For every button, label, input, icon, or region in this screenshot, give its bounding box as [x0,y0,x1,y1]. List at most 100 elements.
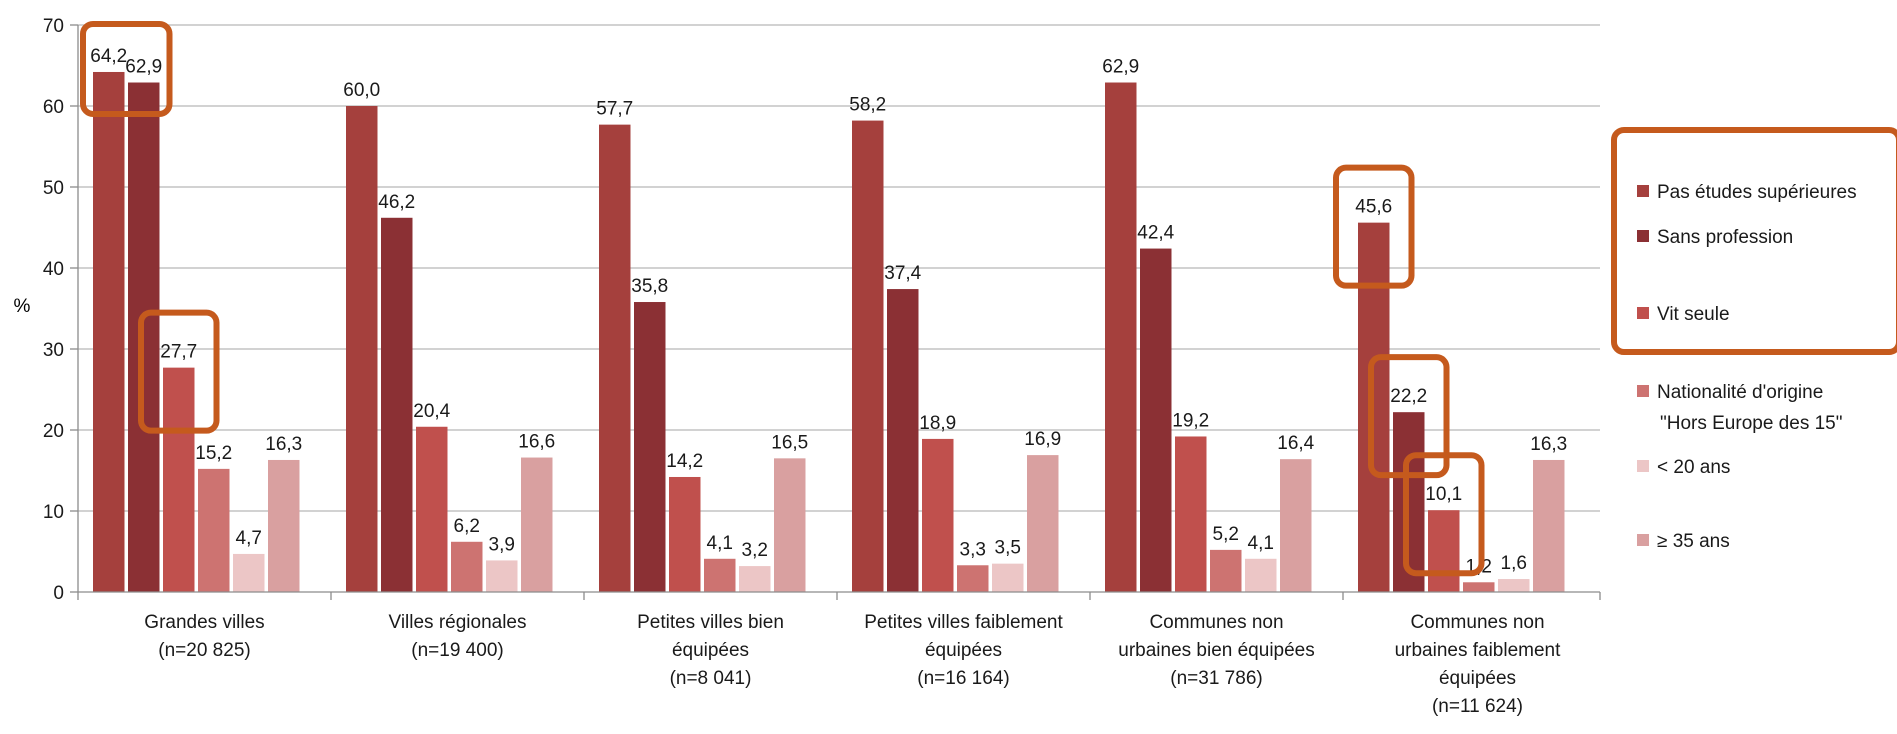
data-label: 35,8 [631,276,668,297]
bar [451,541,483,592]
data-label: 16,3 [1530,434,1567,455]
data-label: 15,2 [195,443,232,464]
data-label: 58,2 [849,95,886,116]
bar [957,565,989,592]
bar [599,124,631,592]
bar [992,563,1024,592]
bar [486,560,518,592]
bar [198,468,230,592]
data-label: 3,9 [489,534,515,555]
data-label: 3,2 [742,540,768,561]
data-label: 62,9 [125,57,162,78]
legend-item: ≥ 35 ans [1637,531,1730,552]
bar [416,426,448,592]
legend-item: Pas études supérieures [1637,182,1857,203]
legend-label: ≥ 35 ans [1657,531,1730,552]
data-label: 3,3 [960,539,986,560]
data-label: 46,2 [378,192,415,213]
bar [922,438,954,592]
data-label: 16,4 [1277,433,1314,454]
data-label: 19,2 [1172,410,1209,431]
legend-swatch [1637,534,1649,546]
data-label: 1,6 [1501,553,1527,574]
legend-swatch [1637,230,1649,242]
legend-label: Vit seule [1657,304,1730,325]
data-label: 16,3 [265,434,302,455]
y-tick-label: 40 [43,259,64,280]
data-label: 60,0 [343,80,380,101]
x-tick-label: Petites villes bien équipées (n=8 041) [637,612,784,689]
bar [1140,248,1172,592]
legend-swatch [1637,307,1649,319]
legend-item: Vit seule [1637,304,1730,325]
y-tick-label: 60 [43,97,64,118]
bar [1245,558,1277,592]
legend: Pas études supérieures Sans profession Vit… [1637,182,1857,552]
data-label: 62,9 [1102,57,1139,78]
data-label: 16,5 [771,432,808,453]
bar [1027,455,1059,592]
data-labels: 64,2 60,0 57,7 58,2 62,9 45,6 62,9 46,2 35,8 37,4… [90,46,1567,577]
bar [1463,582,1495,592]
y-tick-label: 10 [43,502,64,523]
bar [1428,510,1460,592]
data-label: 16,6 [518,432,555,453]
data-label: 4,1 [1248,533,1274,554]
bar [887,289,919,592]
y-tick-label: 50 [43,178,64,199]
legend-swatch [1637,185,1649,197]
legend-item: < 20 ans [1637,457,1730,478]
x-tick-label: Grandes villes (n=20 825) [144,612,264,661]
data-label: 27,7 [160,342,197,363]
y-axis-label: % [14,296,31,317]
data-label: 3,5 [995,538,1021,559]
bar [1498,579,1530,592]
legend-swatch [1637,460,1649,472]
bar [163,367,195,592]
x-axis: Grandes villes (n=20 825) Villes régionale… [77,591,1601,717]
bar [739,566,771,592]
highlight-boxes [80,20,1897,577]
legend-label: Pas études supérieures [1657,182,1857,203]
data-label: 20,4 [413,401,450,422]
bars [93,71,1565,593]
bar [1175,436,1207,592]
data-label: 18,9 [919,413,956,434]
bar [93,71,125,593]
highlight-box [1333,164,1415,289]
bar [1105,82,1137,592]
bar [233,553,265,592]
data-label: 5,2 [1213,524,1239,545]
y-tick-label: 30 [43,340,64,361]
y-tick-label: 20 [43,421,64,442]
highlight-box [1611,127,1897,355]
data-label: 6,2 [454,516,480,537]
legend-swatch [1637,385,1649,397]
highlight-box [80,20,173,117]
data-label: 4,1 [707,533,733,554]
bar [1210,549,1242,592]
bar [634,302,666,592]
legend-label: < 20 ans [1657,457,1730,478]
x-tick-label: Petites villes faiblement équipées (n=16 1… [864,612,1063,689]
bar [704,558,736,592]
bar [1280,459,1312,592]
data-label: 57,7 [596,99,633,120]
bar [1533,459,1565,592]
bar [521,457,553,592]
y-axis: 0 10 20 30 40 50 60 70 [43,16,79,604]
bar [381,217,413,592]
data-label: 4,7 [236,528,262,549]
legend-item: Sans profession [1637,227,1793,248]
data-label: 16,9 [1024,429,1061,450]
bar [669,476,701,592]
data-label: 10,1 [1425,484,1462,505]
legend-label: Nationalité d'origine "Hors Europe des 15… [1657,382,1842,434]
data-label: 64,2 [90,46,127,67]
bar [774,458,806,592]
gridlines [78,24,1600,512]
data-label: 45,6 [1355,197,1392,218]
data-label: 42,4 [1137,223,1174,244]
legend-label: Sans profession [1657,227,1793,248]
